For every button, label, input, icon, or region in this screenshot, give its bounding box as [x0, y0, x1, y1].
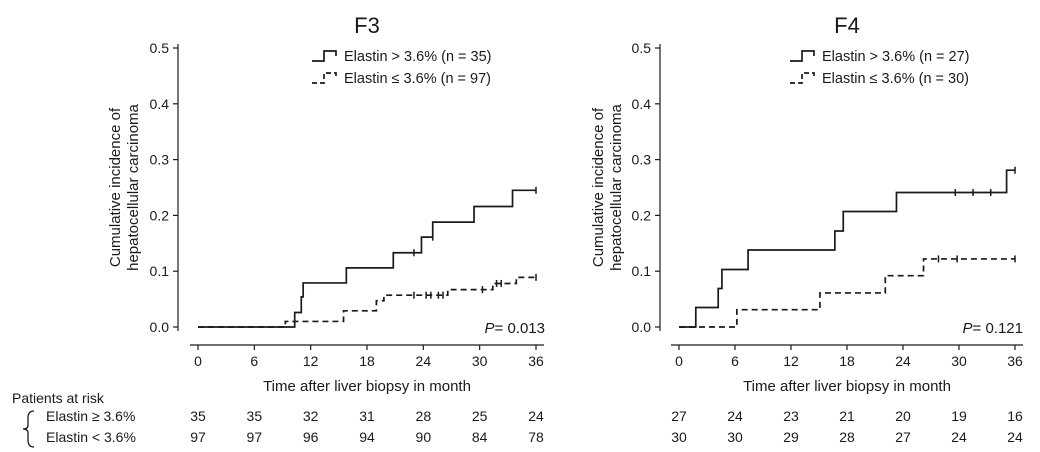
risk-table-brace [22, 410, 35, 448]
x-tick-label: 0 [675, 353, 683, 369]
x-tick-label: 12 [303, 353, 319, 369]
y-tick-label: 0.5 [632, 40, 652, 56]
risk-count: 30 [727, 429, 743, 445]
y-axis-label: Cumulative incidence ofhepatocellular ca… [107, 103, 142, 270]
x-tick-label: 30 [472, 353, 488, 369]
risk-count: 24 [951, 429, 967, 445]
risk-count: 27 [671, 408, 687, 424]
risk-count: 97 [247, 429, 263, 445]
risk-count: 29 [783, 429, 799, 445]
risk-count: 25 [472, 408, 488, 424]
x-tick-label: 24 [416, 353, 432, 369]
legend-key [790, 50, 815, 62]
x-axis-label: Time after liver biopsy in month [743, 378, 951, 395]
chart-title: F4 [834, 13, 860, 38]
chart-title: F3 [354, 13, 380, 38]
y-axis-label: Cumulative incidence ofhepatocellular ca… [590, 103, 625, 270]
x-tick-label: 6 [731, 353, 739, 369]
y-tick-label: 0.3 [150, 152, 170, 168]
panel-f4: F4 0.0 0.1 0.2 0.3 0.4 0.5 0 6 12 18 24 30 36 Time aft… [590, 13, 1023, 445]
risk-count: 31 [359, 408, 375, 424]
x-tick-label: 18 [839, 353, 855, 369]
risk-count: 90 [416, 429, 432, 445]
series-line-low-elastin [679, 258, 1015, 328]
risk-count: 21 [839, 408, 855, 424]
legend-key [312, 72, 337, 84]
p-value-number: = 0.013 [495, 320, 545, 337]
risk-table-header: Patients at risk [12, 390, 105, 406]
risk-count: 28 [839, 429, 855, 445]
p-value: P= 0.121 [963, 320, 1023, 337]
y-axis-label-line-2: hepatocellular carcinoma [125, 103, 142, 270]
x-tick-label: 0 [194, 353, 202, 369]
risk-count: 19 [951, 408, 967, 424]
risk-count: 97 [190, 429, 206, 445]
risk-count: 20 [895, 408, 911, 424]
risk-count: 24 [1007, 429, 1023, 445]
risk-count: 32 [303, 408, 319, 424]
x-tick-label: 36 [528, 353, 544, 369]
x-tick-label: 24 [895, 353, 911, 369]
y-tick-label: 0.4 [150, 96, 170, 112]
y-axis-label-line-2: hepatocellular carcinoma [608, 103, 625, 270]
x-tick-label: 18 [359, 353, 375, 369]
risk-count: 35 [247, 408, 263, 424]
y-axis-label-line-1: Cumulative incidence of [107, 107, 124, 267]
y-tick-label: 0.1 [150, 263, 170, 279]
y-tick-label: 0.2 [632, 207, 652, 223]
risk-count: 94 [359, 429, 375, 445]
legend-label: Elastin > 3.6% (n = 35) [344, 49, 492, 65]
legend-label: Elastin > 3.6% (n = 27) [822, 49, 970, 65]
y-tick-label: 0.1 [632, 263, 652, 279]
y-tick-label: 0.0 [632, 319, 652, 335]
p-value-symbol: P [485, 320, 495, 337]
risk-count: 96 [303, 429, 319, 445]
risk-row-label: Elastin ≥ 3.6% [46, 408, 135, 424]
risk-count: 16 [1007, 408, 1023, 424]
y-tick-label: 0.5 [150, 40, 170, 56]
panel-f3: F3 0.0 0.1 0.2 0.3 0.4 0.5 0 6 12 18 24 30 36 Time aft… [46, 13, 545, 445]
risk-count: 30 [671, 429, 687, 445]
p-value: P= 0.013 [485, 320, 545, 337]
series-line-high-elastin [198, 189, 536, 328]
x-tick-label: 6 [250, 353, 258, 369]
risk-count: 27 [895, 429, 911, 445]
series-line-high-elastin [679, 169, 1015, 328]
y-tick-label: 0.3 [632, 152, 652, 168]
legend-label: Elastin ≤ 3.6% (n = 30) [822, 71, 969, 87]
risk-count: 84 [472, 429, 488, 445]
risk-count: 24 [528, 408, 544, 424]
risk-count: 28 [416, 408, 432, 424]
x-tick-label: 12 [783, 353, 799, 369]
y-tick-label: 0.0 [150, 319, 170, 335]
risk-count: 23 [783, 408, 799, 424]
y-tick-label: 0.2 [150, 207, 170, 223]
risk-row-label: Elastin < 3.6% [46, 429, 136, 445]
y-tick-label: 0.4 [632, 96, 652, 112]
y-axis-label-line-1: Cumulative incidence of [590, 107, 607, 267]
legend-label: Elastin ≤ 3.6% (n = 97) [344, 71, 491, 87]
x-tick-label: 30 [951, 353, 967, 369]
risk-count: 35 [190, 408, 206, 424]
x-axis-label: Time after liver biopsy in month [263, 378, 471, 395]
p-value-symbol: P [963, 320, 973, 337]
legend-key [312, 50, 337, 62]
x-tick-label: 36 [1007, 353, 1023, 369]
risk-count: 24 [727, 408, 743, 424]
legend-key [790, 72, 815, 84]
p-value-number: = 0.121 [973, 320, 1023, 337]
risk-count: 78 [528, 429, 544, 445]
